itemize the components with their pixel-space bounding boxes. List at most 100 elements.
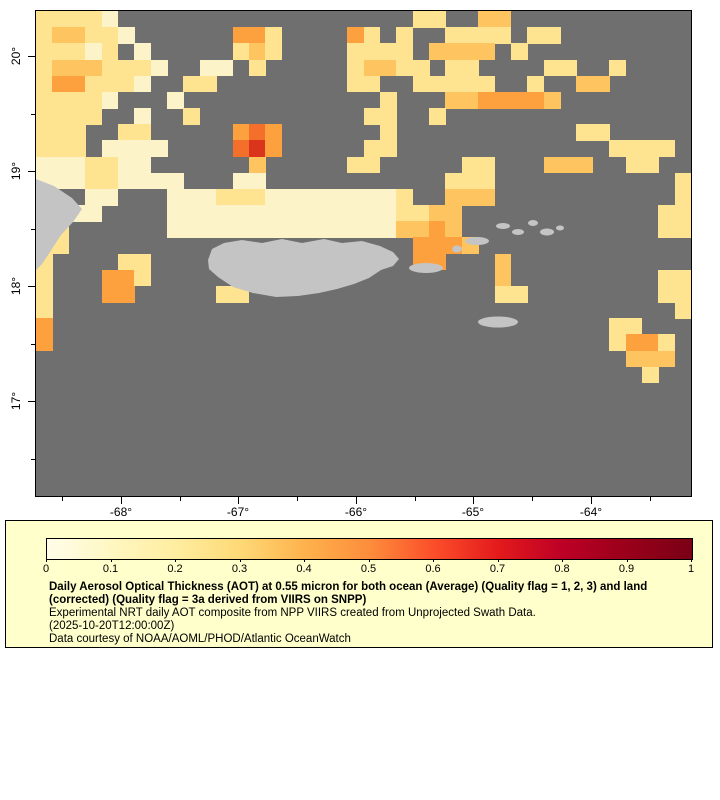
land-virgin-island-2 [512,229,524,235]
aot-cell [68,156,86,174]
aot-cell [429,75,446,93]
x-tick-label: -65° [461,505,485,519]
aot-cell [134,253,152,271]
x-tick-label: -68° [109,505,133,519]
aot-cell [674,172,691,190]
aot-cell [117,253,135,271]
aot-cell [363,205,381,222]
aot-cell [167,221,184,238]
aot-cell [281,221,299,238]
colorbar-tick [110,559,112,562]
aot-cell [429,43,446,61]
colorbar-tick-label: 0.2 [167,563,183,575]
aot-cell [150,140,168,158]
colorbar-tick [497,559,499,562]
aot-cell [625,156,643,174]
aot-cell [461,156,479,174]
aot-cell [85,91,103,109]
aot-cell [658,269,676,287]
aot-cell [117,156,135,174]
aot-cell [330,205,348,222]
aot-cell [445,75,463,93]
y-tick-label: 18° [9,276,23,296]
aot-cell [461,188,479,206]
aot-cell [36,108,53,125]
aot-cell [641,334,659,352]
aot-cell [347,156,365,174]
aot-cell [494,11,512,28]
aot-cell [134,75,152,93]
aot-cell [134,124,152,141]
aot-cell [134,172,152,190]
colorbar-tick-label: 0.8 [554,563,570,575]
aot-cell [543,156,561,174]
aot-cell [658,285,676,303]
aot-cell [527,91,545,109]
aot-cell [167,188,184,206]
aot-cell [183,75,201,93]
aot-cell [232,221,250,238]
aot-cell [674,269,691,287]
aot-cell [101,172,119,190]
x-tick [356,497,357,504]
aot-cell [52,59,70,77]
y-minor-tick [31,229,35,230]
aot-cell [101,11,119,28]
aot-cell [510,285,528,303]
y-minor-tick [31,459,35,460]
x-minor-tick [532,497,533,501]
colorbar-tick [46,559,47,562]
aot-cell [150,59,168,77]
aot-cell [52,91,70,109]
aot-cell [363,43,381,61]
aot-cell [494,253,512,271]
aot-cell [461,59,479,77]
aot-cell [232,43,250,61]
aot-cell [167,172,184,190]
aot-cell [478,188,496,206]
aot-cell [248,43,266,61]
colorbar-tick-label: 0.1 [102,563,119,575]
aot-cell [363,188,381,206]
legend-line-2: (2025-10-20T12:00:00Z) [49,620,175,632]
aot-cell [625,334,643,352]
colorbar-tick-label: 0.9 [618,563,635,575]
aot-cell [445,188,463,206]
legend-title: Daily Aerosol Optical Thickness (AOT) at… [49,581,648,606]
aot-cell [510,91,528,109]
aot-cell [658,334,676,352]
aot-cell [543,91,561,109]
land-puerto-rico [208,239,399,297]
y-tick-label: 17° [9,391,23,411]
aot-cell [658,221,676,238]
aot-cell [609,140,627,158]
aot-cell [134,156,152,174]
aot-cell [248,172,266,190]
aot-cell [117,124,135,141]
aot-cell [36,318,53,335]
land-st-croix [478,316,518,328]
aot-cell [379,188,397,206]
aot-cell [36,124,53,141]
aot-cell [478,91,496,109]
aot-cell [396,59,414,77]
colorbar-tick [626,559,628,562]
aot-cell [478,43,496,61]
aot-cell [183,221,201,238]
aot-cell [609,318,627,335]
aot-cell [412,11,430,28]
aot-cell [609,59,627,77]
aot-cell [298,205,315,222]
aot-cell [363,59,381,77]
aot-cell [396,27,414,44]
aot-cell [36,285,53,303]
aot-cell [216,59,234,77]
aot-cell [658,350,676,368]
land-culebra [452,245,462,253]
colorbar-tick-label: 1 [687,563,695,575]
y-tick [28,286,35,287]
aot-cell [379,91,397,109]
aot-cell [183,108,201,125]
aot-cell [330,221,348,238]
aot-cell [494,91,512,109]
